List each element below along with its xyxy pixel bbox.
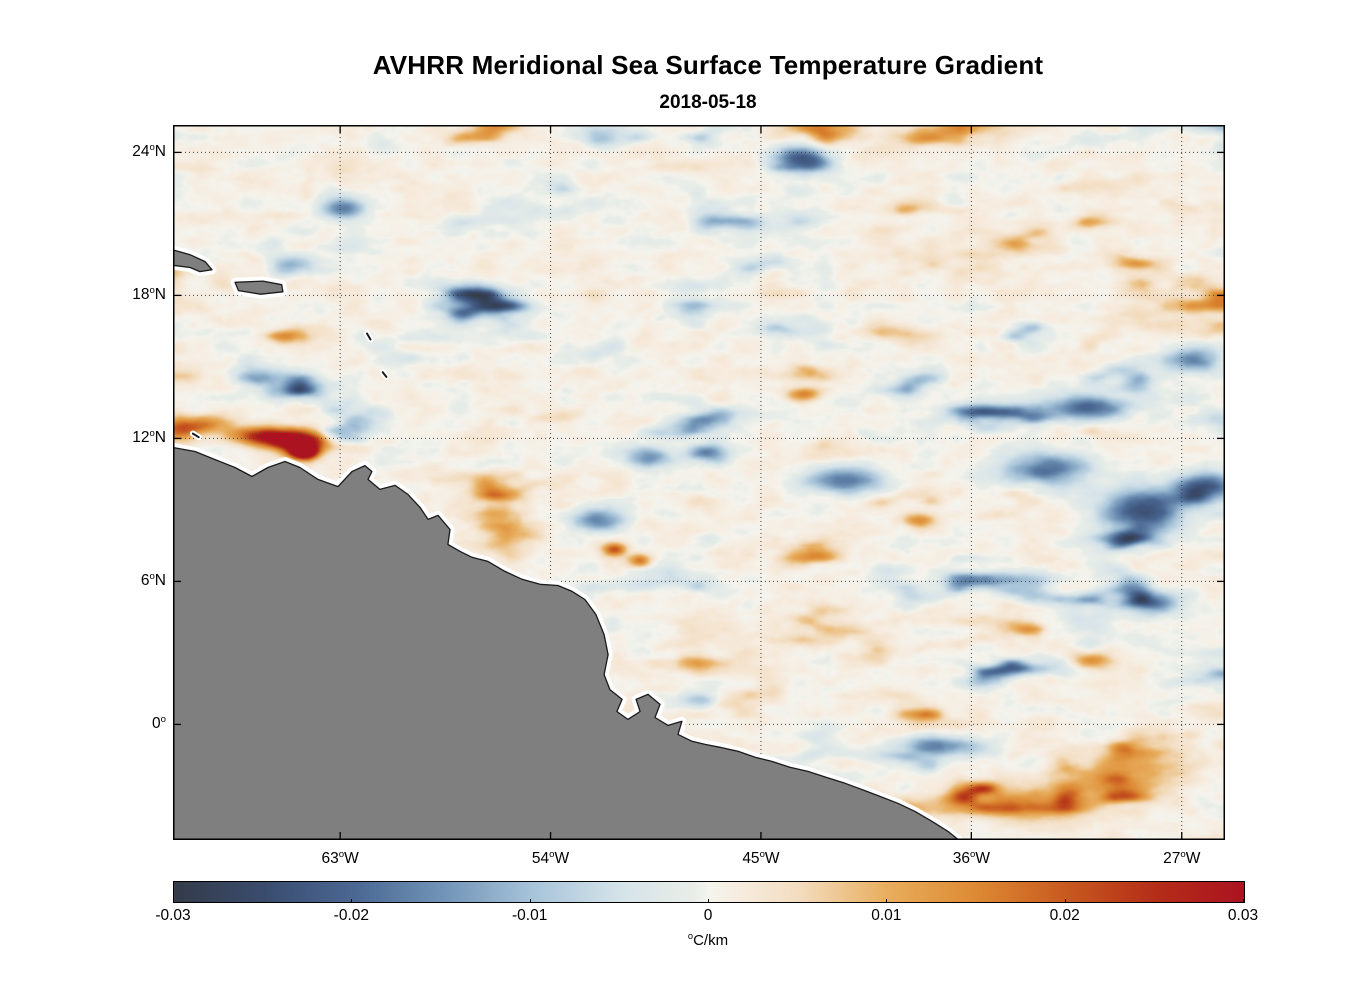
- colorbar-tick-mark: [1065, 899, 1066, 903]
- colorbar-tick-label: -0.03: [155, 907, 191, 924]
- colorbar-tick-label: -0.01: [511, 907, 548, 924]
- colorbar-canvas: [174, 882, 1244, 902]
- axes-border: [173, 125, 1225, 840]
- y-tick-label: 0o: [152, 714, 166, 733]
- islet: [381, 371, 388, 378]
- x-tick-label: 54oW: [531, 849, 570, 868]
- colorbar-tick-mark: [708, 899, 709, 903]
- colorbar-unit-label: oC/km: [687, 931, 729, 949]
- map-overlay-svg: [173, 125, 1225, 840]
- y-tick-label: 24oN: [132, 142, 166, 161]
- y-tick-label: 12oN: [132, 428, 166, 447]
- colorbar-tick-mark: [886, 899, 887, 903]
- figure-title: AVHRR Meridional Sea Surface Temperature…: [372, 50, 1044, 80]
- x-tick-label: 63oW: [321, 849, 359, 868]
- x-tick-label: 36oW: [952, 849, 990, 868]
- colorbar-tick-label: 0.01: [871, 907, 902, 924]
- colorbar-tick-label: 0: [703, 907, 713, 924]
- y-tick-label: 6oN: [140, 571, 166, 590]
- colorbar-tick-label: -0.02: [333, 907, 369, 924]
- colorbar-tick-label: 0.02: [1049, 907, 1080, 924]
- colorbar-tick-mark: [530, 899, 531, 903]
- colorbar-tick-mark: [351, 899, 352, 903]
- figure-subtitle: 2018-05-18: [659, 92, 757, 113]
- colorbar: [173, 881, 1245, 903]
- y-tick-label: 18oN: [132, 285, 166, 304]
- colorbar-tick-mark: [173, 899, 174, 903]
- colorbar-tick-label: 0.03: [1227, 907, 1259, 924]
- x-tick-label: 45oW: [742, 849, 780, 868]
- island: [173, 249, 213, 273]
- x-tick-label: 27oW: [1163, 849, 1201, 868]
- colorbar-tick-mark: [1243, 899, 1244, 903]
- islet: [191, 432, 200, 439]
- island: [234, 280, 284, 295]
- map-plot-area: [173, 125, 1225, 840]
- islet: [366, 332, 372, 341]
- landmass-south-america: [173, 446, 960, 840]
